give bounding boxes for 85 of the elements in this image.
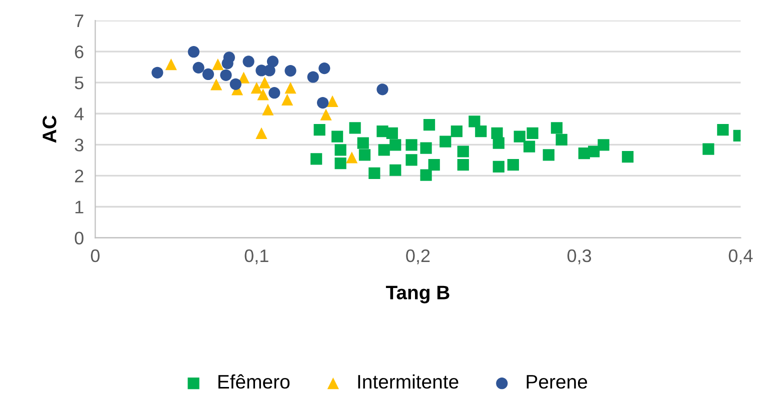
- point: [526, 127, 538, 139]
- point: [440, 136, 452, 148]
- point: [390, 164, 402, 176]
- point: [475, 126, 487, 138]
- y-tick-label: 1: [75, 200, 84, 214]
- point: [598, 139, 610, 151]
- point: [256, 127, 268, 139]
- y-axis-title: AC: [42, 116, 56, 143]
- point: [376, 84, 388, 96]
- point: [192, 62, 204, 74]
- point: [386, 127, 398, 139]
- legend-label: Intermitente: [358, 374, 458, 389]
- x-tick-label: 0,3: [567, 249, 592, 264]
- y-tick-label: 3: [74, 138, 84, 152]
- point: [258, 76, 270, 88]
- point: [331, 130, 344, 142]
- point: [314, 124, 326, 136]
- point: [320, 108, 332, 120]
- point: [622, 150, 634, 163]
- x-tick-label: 0: [90, 249, 100, 262]
- point: [222, 58, 234, 70]
- point: [457, 159, 469, 171]
- point: [242, 56, 254, 68]
- point: [457, 146, 469, 158]
- point: [318, 62, 330, 74]
- point: [588, 146, 600, 158]
- point: [390, 139, 402, 151]
- y-tick-label: 5: [74, 76, 84, 90]
- point: [262, 104, 274, 116]
- point: [368, 167, 380, 180]
- y-tick-label: 4: [74, 108, 84, 120]
- point: [514, 130, 526, 142]
- legend-label: Perene: [526, 375, 588, 389]
- point: [212, 58, 224, 70]
- point: [268, 87, 280, 99]
- point: [492, 137, 504, 149]
- point: [281, 94, 294, 106]
- y-tick-label: 2: [75, 170, 84, 182]
- point: [250, 82, 262, 94]
- point: [406, 139, 418, 151]
- point: [307, 71, 319, 83]
- point: [542, 149, 554, 161]
- point: [210, 78, 222, 90]
- point: [230, 78, 242, 90]
- x-tick-label: 0,1: [244, 249, 268, 264]
- point: [349, 122, 361, 134]
- point: [550, 122, 563, 134]
- point: [702, 143, 714, 155]
- point: [717, 124, 729, 136]
- point: [556, 134, 568, 146]
- point: [423, 118, 436, 131]
- y-tick-label: 7: [75, 14, 84, 28]
- point: [188, 46, 200, 58]
- point: [316, 96, 329, 109]
- point: [420, 142, 432, 154]
- point: [310, 153, 322, 165]
- y-tick-label: 6: [75, 45, 84, 58]
- point: [152, 66, 164, 78]
- point: [334, 157, 346, 170]
- point: [334, 144, 346, 156]
- y-tick-label: 0: [74, 232, 84, 245]
- point: [358, 149, 371, 161]
- point: [202, 68, 214, 80]
- point: [326, 95, 338, 108]
- point: [346, 152, 358, 164]
- x-axis-title: Tang B: [386, 286, 450, 304]
- point: [165, 58, 177, 70]
- point: [450, 126, 462, 138]
- point: [357, 137, 369, 149]
- point: [406, 154, 418, 166]
- point: [284, 64, 296, 77]
- point: [378, 144, 390, 156]
- legend-label: Efêmero: [218, 374, 290, 389]
- point: [284, 82, 296, 94]
- x-tick-label: 0,4: [728, 249, 753, 264]
- point: [468, 116, 480, 128]
- point: [420, 169, 432, 181]
- point: [220, 69, 232, 81]
- x-tick-label: 0,2: [406, 249, 430, 264]
- point: [523, 140, 536, 152]
- point: [428, 159, 440, 171]
- point: [492, 160, 504, 173]
- point: [507, 159, 519, 171]
- point: [257, 88, 269, 100]
- point: [264, 64, 276, 76]
